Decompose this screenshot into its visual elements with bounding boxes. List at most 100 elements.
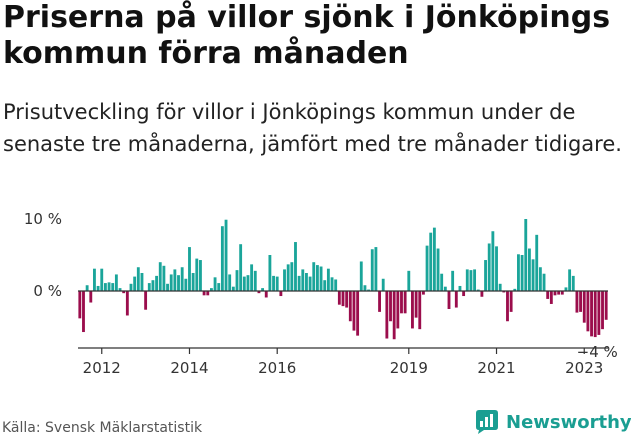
x-tick-label: 2016 bbox=[258, 359, 296, 377]
bar-51 bbox=[264, 291, 268, 298]
bar-78 bbox=[363, 285, 367, 291]
bar-63 bbox=[308, 276, 312, 291]
chart-title: Priserna på villor sjönk i Jönköpings ko… bbox=[3, 0, 611, 71]
bar-87 bbox=[396, 291, 400, 329]
bar-92 bbox=[414, 291, 418, 318]
bar-136 bbox=[575, 291, 579, 313]
bar-43 bbox=[235, 270, 239, 291]
bar-117 bbox=[506, 291, 509, 322]
bar-119 bbox=[513, 288, 517, 291]
bar-104 bbox=[458, 285, 462, 291]
bar-30 bbox=[188, 247, 191, 291]
bar-90 bbox=[407, 270, 411, 291]
bar-106 bbox=[465, 269, 469, 291]
bar-55 bbox=[279, 291, 283, 297]
bar-80 bbox=[370, 249, 374, 291]
bar-11 bbox=[118, 288, 122, 291]
y-tick-label: 0 % bbox=[33, 282, 62, 300]
bar-9 bbox=[111, 283, 115, 291]
bar-26 bbox=[173, 269, 177, 291]
bar-76 bbox=[356, 291, 360, 336]
bar-38 bbox=[217, 283, 221, 291]
bar-95 bbox=[425, 245, 429, 291]
bar-125 bbox=[535, 234, 539, 291]
bar-24 bbox=[166, 283, 169, 291]
bar-89 bbox=[403, 291, 407, 314]
bar-140 bbox=[590, 291, 593, 337]
bar-134 bbox=[568, 269, 572, 291]
bar-110 bbox=[480, 291, 484, 297]
bar-96 bbox=[429, 232, 433, 291]
bar-118 bbox=[509, 291, 513, 312]
bar-37 bbox=[213, 277, 217, 291]
bar-75 bbox=[352, 291, 356, 331]
bar-58 bbox=[290, 262, 294, 291]
bar-112 bbox=[487, 243, 491, 291]
bar-0 bbox=[78, 291, 82, 319]
bar-111 bbox=[484, 260, 487, 291]
x-tick-label: 2023 bbox=[565, 359, 603, 377]
bar-62 bbox=[305, 273, 308, 291]
bar-10 bbox=[114, 274, 118, 291]
bar-129 bbox=[549, 291, 553, 304]
bar-22 bbox=[158, 262, 162, 291]
bar-65 bbox=[315, 265, 319, 291]
bar-23 bbox=[162, 265, 166, 291]
bar-91 bbox=[411, 291, 414, 329]
bar-69 bbox=[330, 277, 334, 291]
last-value-label: −4 % bbox=[577, 343, 618, 361]
newsworthy-logo-icon bbox=[476, 410, 498, 434]
bar-25 bbox=[169, 274, 173, 291]
bar-12 bbox=[122, 291, 126, 294]
bar-86 bbox=[392, 291, 396, 340]
bar-20 bbox=[151, 280, 155, 291]
bar-15 bbox=[133, 276, 137, 291]
bar-70 bbox=[334, 279, 338, 291]
bar-114 bbox=[495, 246, 498, 291]
source-note: Källa: Svensk Mäklarstatistik bbox=[2, 420, 203, 436]
bar-33 bbox=[199, 260, 202, 291]
bar-123 bbox=[527, 248, 531, 291]
bar-28 bbox=[180, 267, 184, 291]
bar-66 bbox=[319, 266, 323, 291]
bar-36 bbox=[209, 288, 213, 291]
bar-3 bbox=[89, 291, 93, 303]
bar-16 bbox=[136, 267, 140, 291]
bar-34 bbox=[202, 291, 206, 296]
bar-1 bbox=[82, 291, 85, 333]
chart-subtitle: Prisutveckling för villor i Jönköpings k… bbox=[3, 100, 622, 156]
bar-47 bbox=[250, 264, 254, 291]
bar-5 bbox=[96, 285, 100, 291]
bar-64 bbox=[312, 262, 316, 291]
bar-39 bbox=[220, 226, 224, 291]
bar-113 bbox=[491, 231, 495, 291]
bar-143 bbox=[601, 291, 604, 330]
bar-120 bbox=[517, 254, 520, 291]
bar-141 bbox=[593, 291, 597, 338]
bar-31 bbox=[191, 273, 195, 291]
bar-100 bbox=[443, 286, 447, 291]
bar-14 bbox=[129, 283, 133, 291]
bar-115 bbox=[498, 283, 502, 291]
brand-name: Newsworthy bbox=[506, 411, 631, 433]
x-tick-label: 2019 bbox=[390, 359, 428, 377]
bar-6 bbox=[100, 268, 104, 291]
bar-124 bbox=[531, 259, 535, 291]
x-tick-label: 2014 bbox=[170, 359, 208, 377]
bar-130 bbox=[553, 291, 557, 296]
bar-7 bbox=[103, 283, 107, 291]
bar-116 bbox=[502, 291, 506, 293]
bar-132 bbox=[560, 291, 564, 295]
bar-53 bbox=[272, 275, 275, 291]
bar-109 bbox=[476, 289, 480, 291]
x-tick-label: 2012 bbox=[83, 359, 121, 377]
bar-50 bbox=[261, 288, 265, 291]
bar-79 bbox=[367, 289, 371, 291]
bar-108 bbox=[473, 269, 477, 291]
bar-29 bbox=[184, 278, 188, 291]
bar-137 bbox=[579, 291, 583, 312]
bar-13 bbox=[125, 291, 129, 316]
bar-40 bbox=[224, 219, 228, 291]
bar-81 bbox=[374, 247, 378, 291]
bar-107 bbox=[469, 270, 473, 291]
